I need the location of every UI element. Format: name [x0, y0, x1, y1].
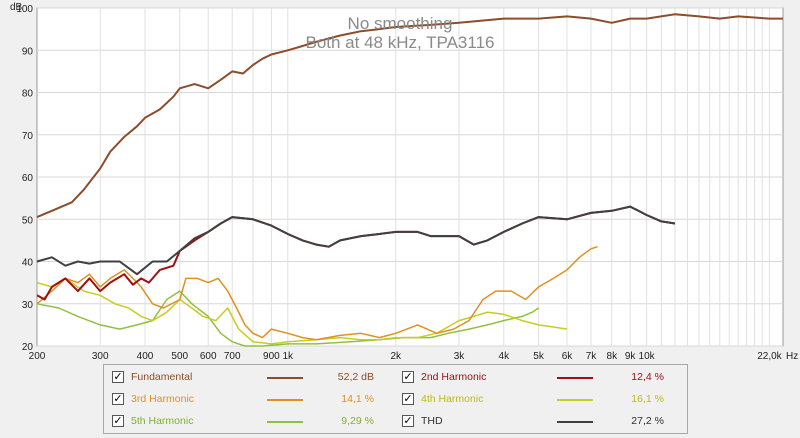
legend-item-5th-harmonic[interactable]: ✓ 5th Harmonic 9,29 % [104, 411, 394, 433]
x-tick-label: 300 [92, 351, 109, 362]
legend-label: 5th Harmonic [131, 415, 194, 427]
x-tick-label: 7k [586, 351, 598, 362]
checkbox-5th-harmonic[interactable]: ✓ [112, 415, 124, 427]
checkbox-fundamental[interactable]: ✓ [112, 371, 124, 383]
legend-item-thd[interactable]: ✓ THD 27,2 % [394, 411, 684, 433]
series-line-5th-harmonic [36, 290, 540, 347]
x-tick-label: 600 [200, 351, 217, 362]
checkbox-thd[interactable]: ✓ [402, 415, 414, 427]
y-tick-label: 40 [22, 258, 34, 269]
legend-value: 9,29 % [341, 415, 374, 427]
x-axis-unit: Hz [786, 351, 798, 362]
tick-labels: 20 30 40 50 60 70 80 90 100 200 300 400 500 600 700 900… [16, 4, 782, 362]
legend-swatch [557, 399, 593, 401]
y-axis-unit: dB [10, 2, 23, 13]
series-layer [36, 13, 783, 347]
series-line-3rd-harmonic [36, 245, 598, 341]
chart-title: No smoothing [348, 14, 453, 33]
series-line-fundamental [36, 13, 783, 219]
x-tick-label: 400 [137, 351, 154, 362]
legend-item-2nd-harmonic[interactable]: ✓ 2nd Harmonic 12,4 % [394, 367, 684, 389]
legend-item-4th-harmonic[interactable]: ✓ 4th Harmonic 16,1 % [394, 389, 684, 411]
legend-panel: ✓ Fundamental 52,2 dB ✓ 2nd Harmonic 12,… [103, 364, 688, 434]
legend-label: 3rd Harmonic [131, 393, 195, 405]
legend-swatch [267, 377, 303, 379]
legend-label: 2nd Harmonic [421, 371, 487, 383]
checkbox-4th-harmonic[interactable]: ✓ [402, 393, 414, 405]
y-tick-label: 30 [22, 300, 34, 311]
checkbox-3rd-harmonic[interactable]: ✓ [112, 393, 124, 405]
y-tick-label: 70 [22, 131, 34, 142]
x-tick-label: 8k [607, 351, 619, 362]
x-tick-label: 4k [499, 351, 511, 362]
series-line-4th-harmonic [36, 277, 568, 345]
legend-swatch [557, 421, 593, 423]
legend-value: 14,1 % [341, 393, 374, 405]
x-tick-label: 3k [454, 351, 466, 362]
legend-label: THD [421, 415, 443, 427]
legend-swatch [557, 377, 593, 379]
y-tick-label: 100 [16, 4, 33, 15]
legend-value: 12,4 % [631, 371, 664, 383]
checkbox-2nd-harmonic[interactable]: ✓ [402, 371, 414, 383]
x-tick-label: 1k [283, 351, 295, 362]
x-tick-label: 500 [171, 351, 188, 362]
x-tick-label: 200 [29, 351, 46, 362]
x-tick-label: 10k [639, 351, 656, 362]
legend-swatch [267, 421, 303, 423]
legend-value: 16,1 % [631, 393, 664, 405]
legend-label: 4th Harmonic [421, 393, 484, 405]
y-tick-label: 60 [22, 173, 34, 184]
legend-value: 52,2 dB [337, 371, 374, 383]
x-tick-label: 2k [391, 351, 403, 362]
y-tick-label: 50 [22, 215, 34, 226]
x-tick-label: 9k [625, 351, 637, 362]
legend-label: Fundamental [131, 371, 193, 383]
legend-item-3rd-harmonic[interactable]: ✓ 3rd Harmonic 14,1 % [104, 389, 394, 411]
legend-swatch [267, 399, 303, 401]
legend-item-fundamental[interactable]: ✓ Fundamental 52,2 dB [104, 367, 394, 389]
y-tick-label: 20 [22, 342, 34, 353]
frequency-response-chart: 20 30 40 50 60 70 80 90 100 200 300 400 500 600 700 900… [10, 2, 798, 362]
y-tick-label: 80 [22, 89, 34, 100]
x-tick-label: 5k [533, 351, 545, 362]
y-tick-label: 90 [22, 46, 34, 57]
x-tick-label: 6k [562, 351, 574, 362]
series-line-thd [36, 205, 676, 276]
legend-value: 27,2 % [631, 415, 664, 427]
x-tick-label: 900 [263, 351, 280, 362]
x-tick-label: 700 [224, 351, 241, 362]
x-tick-label: 22,0k [757, 351, 782, 362]
chart-subtitle: Both at 48 kHz, TPA3116 [305, 33, 494, 52]
grid [37, 7, 783, 347]
